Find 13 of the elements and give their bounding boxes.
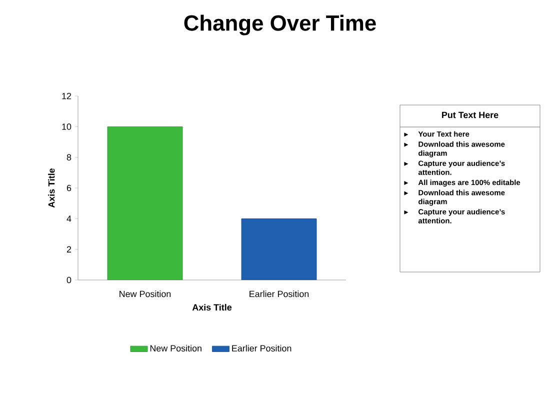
legend-label: New Position bbox=[150, 344, 202, 352]
y-tick-label: 6 bbox=[66, 184, 72, 192]
y-tick-label: 10 bbox=[62, 123, 72, 130]
y-tick-label: 2 bbox=[66, 246, 72, 252]
y-axis-title: Axis Title bbox=[48, 168, 55, 208]
y-tick-label: 12 bbox=[62, 92, 72, 100]
text: Put Text Here bbox=[442, 112, 498, 118]
y-tick-label: 8 bbox=[66, 154, 72, 161]
y-tick-label: 0 bbox=[66, 276, 72, 284]
legend-label: Earlier Position bbox=[232, 344, 292, 352]
chart-title: Change Over Time bbox=[184, 14, 376, 36]
x-axis-title: Axis Title bbox=[192, 304, 232, 311]
y-tick-label: 4 bbox=[66, 216, 72, 222]
